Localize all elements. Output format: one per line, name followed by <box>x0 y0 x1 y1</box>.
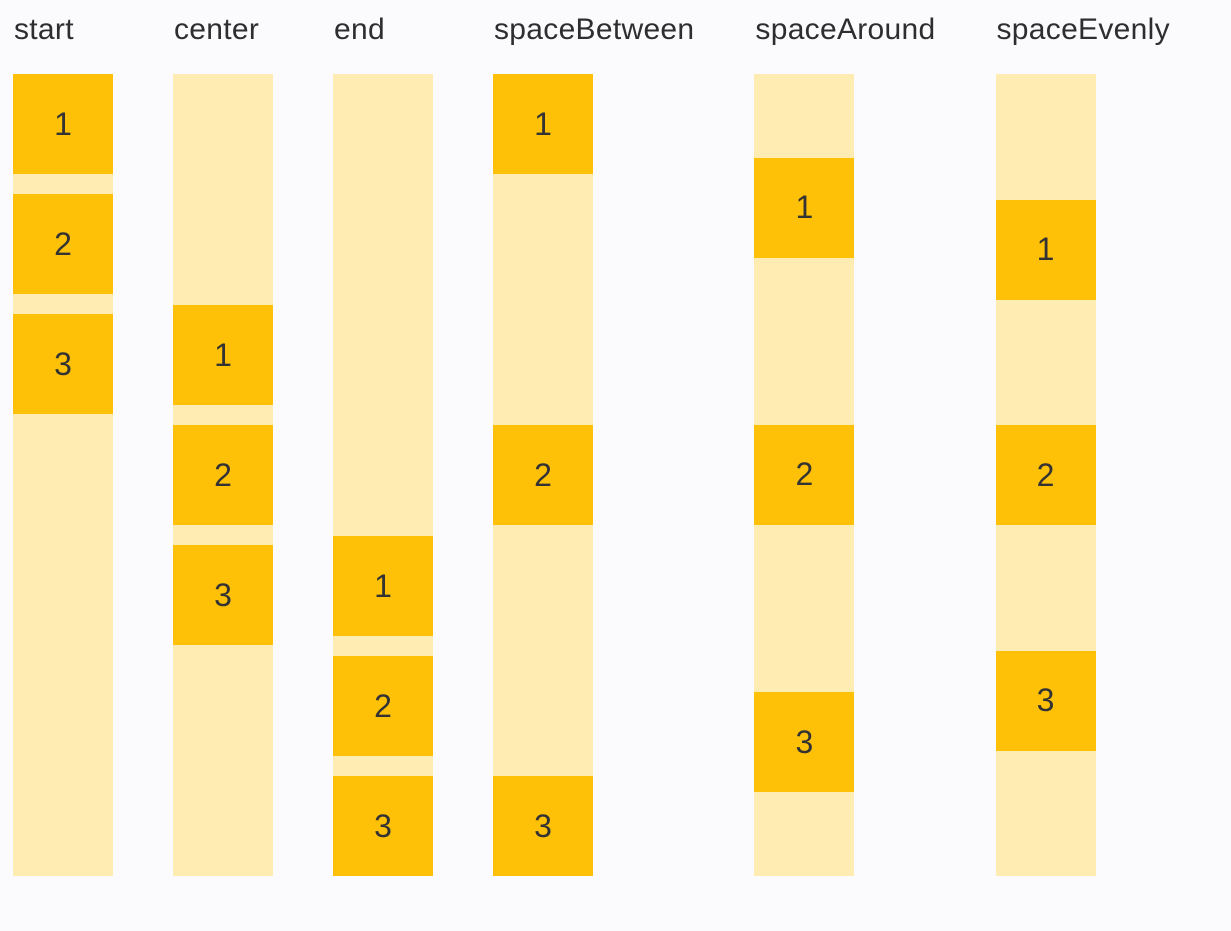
flex-track: 1 2 3 <box>13 74 113 876</box>
column-label: spaceEvenly <box>996 13 1170 46</box>
flex-item: 2 <box>13 194 113 294</box>
flex-track: 1 2 3 <box>333 74 433 876</box>
flex-track: 1 2 3 <box>754 74 855 876</box>
flex-item: 1 <box>173 305 273 405</box>
flex-item: 1 <box>13 74 113 174</box>
flex-item: 2 <box>493 425 593 525</box>
column-label: end <box>334 13 385 46</box>
flex-track: 1 2 3 <box>173 74 273 876</box>
column-label: spaceBetween <box>494 13 695 46</box>
flex-item: 1 <box>493 74 593 174</box>
alignment-group-start: start 1 2 3 <box>13 10 113 876</box>
flex-item: 1 <box>754 157 855 258</box>
alignment-group-spaceBetween: spaceBetween 1 2 3 <box>493 10 694 876</box>
flex-item: 3 <box>995 650 1096 751</box>
column-label: spaceAround <box>755 13 936 46</box>
flex-item: 3 <box>493 776 593 876</box>
flex-item: 2 <box>333 656 433 756</box>
flex-item: 1 <box>333 536 433 636</box>
flex-item: 1 <box>995 199 1096 300</box>
column-label: start <box>14 13 74 46</box>
flex-item: 3 <box>333 776 433 876</box>
flex-item: 2 <box>754 424 855 525</box>
flex-item: 3 <box>173 545 273 645</box>
alignment-group-spaceEvenly: spaceEvenly 1 2 3 <box>995 10 1170 876</box>
flex-track: 1 2 3 <box>995 74 1096 876</box>
column-label: center <box>174 13 260 46</box>
flex-item: 2 <box>173 425 273 525</box>
alignment-group-end: end 1 2 3 <box>333 10 433 876</box>
alignment-group-spaceAround: spaceAround 1 2 3 <box>754 10 935 876</box>
flex-track: 1 2 3 <box>493 74 593 876</box>
alignment-demo-row: start 1 2 3 center 1 2 3 end 1 2 3 spaceBetween 1 2 3 sp… <box>13 10 1170 876</box>
flex-item: 3 <box>754 692 855 793</box>
flex-item: 2 <box>995 425 1096 525</box>
flex-item: 3 <box>13 314 113 414</box>
alignment-group-center: center 1 2 3 <box>173 10 273 876</box>
